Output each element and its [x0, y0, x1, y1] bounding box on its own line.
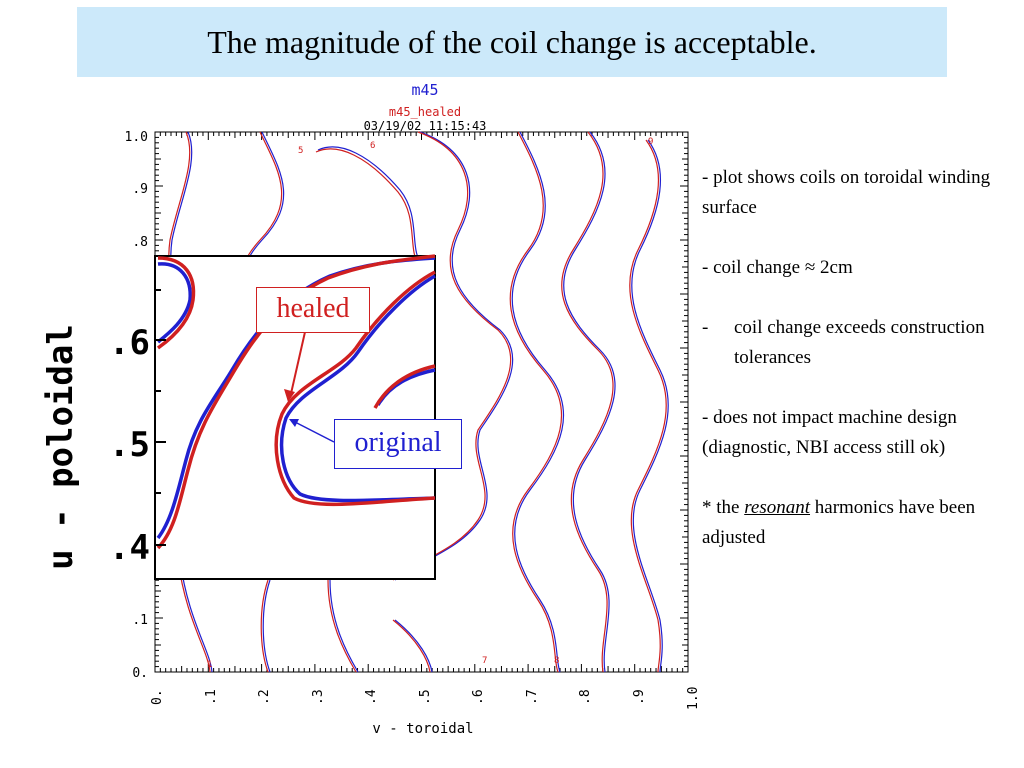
coil-curve-original	[631, 139, 669, 673]
x-tick-label: .7	[525, 689, 540, 705]
inset-y-tick-label: .6	[109, 323, 150, 363]
y-tick-label: 1.0	[125, 130, 148, 145]
coil-label: 9	[648, 137, 653, 147]
coil-label: 5	[298, 146, 303, 156]
note-item: - coil change exceeds construction toler…	[702, 313, 1002, 373]
healed-arrowhead	[284, 389, 295, 402]
x-tick-label: 0.	[150, 689, 165, 705]
note-suffix: harmonics have been adjusted	[702, 497, 976, 548]
inset-coil-healed	[156, 254, 436, 550]
note-item: * the resonant harmonics have been adjus…	[702, 493, 1002, 553]
y-axis-label: u - poloidal	[41, 324, 81, 570]
note-bullet: -	[702, 317, 709, 338]
x-tick-label: .8	[578, 689, 593, 705]
note-item: - does not impact machine design (diagno…	[702, 407, 957, 458]
coil-label: 8	[554, 656, 559, 666]
coil-curve-healed	[629, 139, 667, 673]
y-tick-label: .8	[132, 235, 148, 250]
title-bar: The magnitude of the coil change is acce…	[77, 7, 947, 77]
original-arrowhead	[289, 419, 299, 427]
plot-header-healed: m45_healed	[389, 105, 461, 119]
y-tick-label: .1	[132, 613, 148, 628]
slide-title: The magnitude of the coil change is acce…	[207, 24, 817, 60]
coil-curve-healed	[260, 579, 269, 673]
coil-curve-original	[563, 131, 616, 673]
coil-label: 7	[482, 656, 487, 666]
inset-y-tick-label: .5	[109, 425, 150, 465]
original-arrow	[292, 420, 335, 443]
coil-curve-original	[262, 579, 271, 673]
inset-coil-healed	[274, 270, 436, 507]
x-tick-label: 1.0	[686, 687, 701, 710]
healed-arrow	[289, 331, 306, 399]
inset-y-tick-label: .4	[109, 528, 150, 568]
coil-curve-original	[511, 131, 565, 673]
notes-panel: - plot shows coils on toroidal winding s…	[702, 163, 1002, 583]
x-tick-label: .6	[471, 689, 486, 705]
coil-label: 6	[370, 141, 375, 151]
note-text: coil change exceeds construction toleran…	[734, 317, 985, 368]
note-emphasis: resonant	[744, 497, 811, 518]
coil-curve-healed	[315, 148, 419, 265]
coil-curve-healed	[561, 131, 614, 673]
coil-curve-healed	[509, 131, 563, 673]
x-tick-label: .3	[311, 689, 326, 705]
y-tick-label: .9	[132, 182, 148, 197]
plot-header-date: 03/19/02 11:15:43	[364, 119, 487, 133]
note-item: - coil change ≈ 2cm	[702, 257, 853, 278]
coil-label: 1	[207, 660, 212, 670]
coil-curve-healed	[327, 579, 357, 673]
inset-coil-healed	[373, 364, 436, 409]
plot-header-m45: m45	[411, 81, 438, 99]
coil-curve-healed	[392, 131, 512, 581]
x-axis-label: v - toroidal	[372, 721, 473, 737]
coil-curve-original	[394, 619, 433, 673]
note-prefix: * the	[702, 497, 745, 518]
coil-curve-original	[329, 579, 359, 673]
x-tick-label: .4	[364, 689, 379, 705]
x-tick-label: .5	[418, 689, 433, 705]
original-callout: original	[334, 419, 462, 469]
y-tick-label: 0.	[132, 666, 148, 681]
coil-curve-original	[317, 146, 421, 263]
coil-curve-original	[394, 131, 514, 581]
x-tick-label: .9	[632, 689, 647, 705]
coil-curve-healed	[392, 619, 431, 673]
healed-callout: healed	[256, 287, 370, 333]
x-tick-label: .2	[257, 689, 272, 705]
inset-coil-original	[279, 274, 436, 503]
inset-coil-original	[156, 262, 192, 344]
x-tick-label: .1	[204, 689, 219, 705]
inset-coil-healed	[156, 256, 196, 350]
note-item: - plot shows coils on toroidal winding s…	[702, 167, 991, 218]
